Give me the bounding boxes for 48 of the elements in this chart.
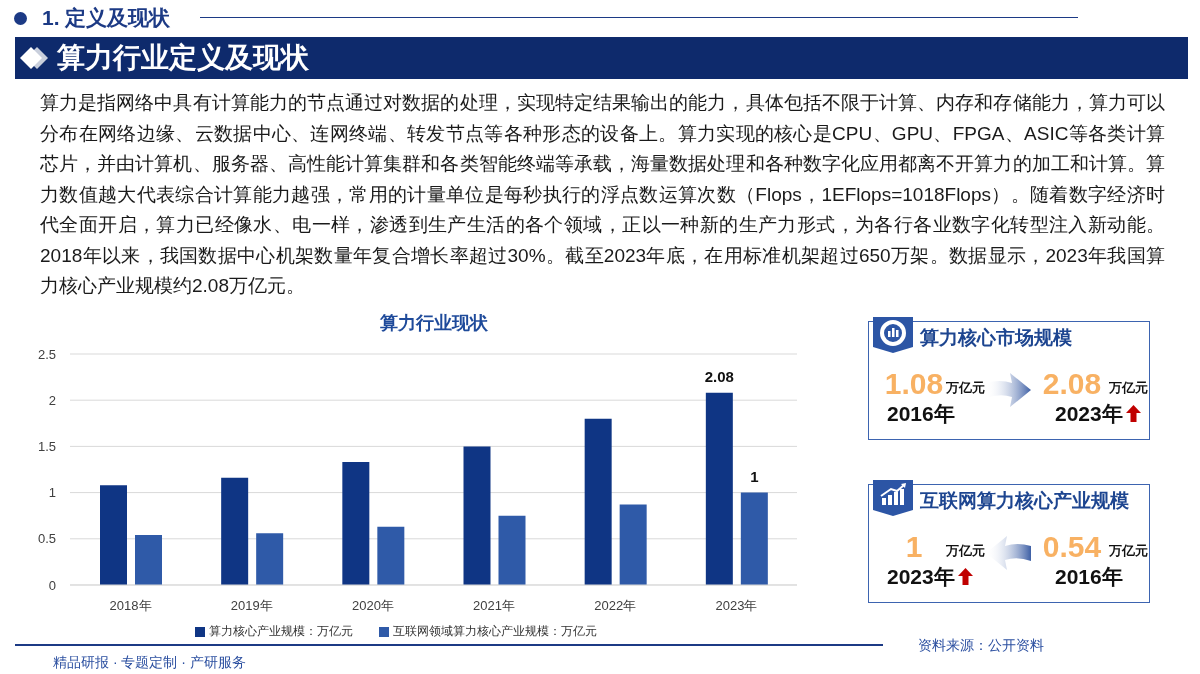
bar — [256, 533, 284, 585]
bar — [498, 515, 526, 585]
text: 1.08 — [884, 367, 944, 400]
bar — [342, 462, 370, 585]
chart-title: 算力行业现状 — [378, 312, 489, 334]
text: 2023年 — [887, 565, 955, 588]
x-tick-label: 2018年 — [109, 598, 152, 614]
text: 2023年 — [1055, 402, 1123, 425]
text: 万亿元 — [1109, 543, 1148, 559]
x-tick-label: 2022年 — [594, 598, 637, 614]
text: 算力是指网络中具有计算能力的节点通过对数据的处理，实现特定结果输出的能力，具体包括不限于计算、内存和存储能力，算力可以分布在网络边缘、云数据中心、连网终端、转发节点等各种形态的设备上。算力实现的核心是CPU、GPU、FPGA、ASIC等各类计算芯片，并由计算机、服务器、高性能计算集群和各类智能终端等承载，海量数据处理和各种数字化应用都离不开算力的加工和计算。算力数值越大代表综合计算能力越强，常用的计量单位是每秒执行的浮点数运算次数（Flops，1EFlops=1018Flops）。随着数字经济时代全面开启，算力已经像水、电一样，渗透到生产生活的各个领域，正以一种新的生产力形式，为各行各业数字化转型注入新动能。2018年以来，我国数据中心机架数量年复合增长率超过30%。截至2023年底，在用标准机架超过650万架。数据显示，2023年我国算力核心产业规模约2.08万亿元。 — [40, 91, 1165, 298]
text: 万亿元 — [946, 380, 985, 396]
y-tick-label: 2.5 — [37, 346, 56, 362]
bar — [463, 446, 491, 585]
data-label: 2.08 — [704, 367, 734, 385]
bar — [584, 418, 612, 585]
x-tick-label: 2023年 — [715, 598, 758, 614]
text: 2016年 — [887, 402, 955, 425]
text: 算力行业定义及现状 — [57, 41, 309, 75]
legend-label: 算力核心产业规模：万亿元 — [208, 624, 353, 638]
text: 万亿元 — [946, 543, 985, 559]
text: 2016年 — [1055, 565, 1123, 588]
text: 精品研报 · 专题定制 · 产研服务 — [53, 653, 246, 671]
bar — [740, 492, 768, 585]
x-tick-label: 2021年 — [473, 598, 516, 614]
bar — [619, 504, 647, 585]
text: 1. 定义及现状 — [42, 5, 171, 31]
data-label: 1 — [750, 467, 759, 485]
text: 2.08 — [1042, 367, 1102, 400]
y-tick-label: 0.5 — [37, 531, 56, 547]
x-tick-label: 2020年 — [351, 598, 394, 614]
legend-label: 互联网领域算力核心产业规模：万亿元 — [392, 624, 597, 638]
text: 万亿元 — [1109, 380, 1148, 396]
bar — [221, 477, 249, 585]
bar — [135, 535, 162, 585]
x-tick-label: 2019年 — [230, 598, 273, 614]
bar — [377, 526, 405, 585]
y-tick-label: 0 — [48, 577, 56, 593]
y-tick-label: 1.5 — [37, 439, 56, 455]
bar — [100, 485, 127, 585]
y-tick-label: 1 — [48, 485, 56, 501]
text: 资料来源：公开资料 — [918, 636, 1044, 654]
text: 0.54 — [1042, 530, 1102, 563]
y-tick-label: 2 — [48, 392, 56, 408]
text: 互联网算力核心产业规模 — [920, 489, 1129, 513]
text: 1 — [905, 530, 923, 563]
text: 算力核心市场规模 — [920, 326, 1072, 350]
bar — [705, 392, 733, 585]
